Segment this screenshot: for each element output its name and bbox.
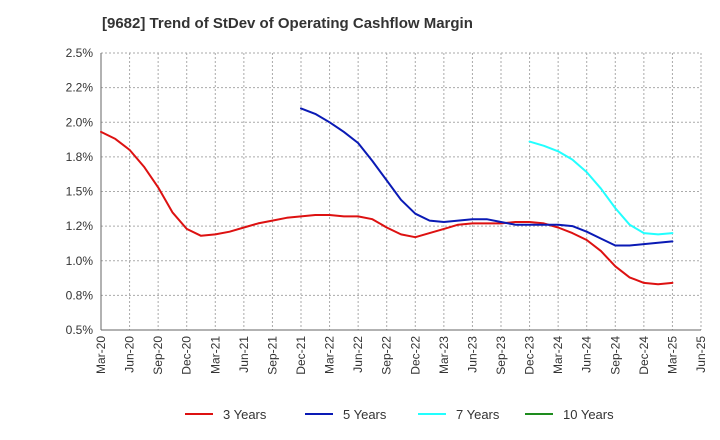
x-tick-label: Sep-21 [265,336,279,375]
x-tick-label: Mar-20 [94,336,108,374]
series-line-3-years [100,130,674,286]
x-tick-label: Sep-24 [608,336,622,375]
x-tick-label: Jun-21 [237,336,251,373]
legend-label-7-years: 7 Years [456,407,500,422]
y-tick-label: 0.5% [66,323,94,337]
series-layer [100,107,674,286]
y-tick-label: 0.8% [66,288,94,302]
x-tick-label: Dec-23 [523,336,537,375]
x-tick-label: Mar-21 [208,336,222,374]
series-line-5-years [300,107,674,247]
y-tick-label: 2.0% [66,115,94,129]
x-tick-label: Mar-23 [437,336,451,374]
y-tick-label: 1.2% [66,219,94,233]
x-tick-label: Dec-22 [408,336,422,375]
legend-label-3-years: 3 Years [223,407,267,422]
x-tick-label: Sep-23 [494,336,508,375]
grid-layer [100,52,702,331]
y-tick-label: 2.5% [66,46,94,60]
legend: 3 Years 5 Years 7 Years 10 Years [185,407,614,422]
x-tick-label: Jun-20 [123,336,137,373]
x-tick-label: Jun-22 [351,336,365,373]
series-line-7-years [528,140,674,236]
x-tick-label: Mar-22 [323,336,337,374]
y-tick-label: 1.8% [66,150,94,164]
x-tick-label: Dec-20 [180,336,194,375]
legend-label-5-years: 5 Years [343,407,387,422]
y-tick-label: 1.5% [66,185,94,199]
x-tick-label: Dec-24 [637,336,651,375]
axis-layer: 0.5% 0.8% 1.0% 1.2% 1.5% 1.8% 2.0% 2.2% 2.5% Mar-… [66,46,708,375]
x-tick-label: Mar-24 [551,336,565,374]
legend-label-10-years: 10 Years [563,407,614,422]
y-tick-label: 2.2% [66,81,94,95]
x-tick-label: Sep-22 [380,336,394,375]
x-tick-label: Jun-23 [465,336,479,373]
x-tick-label: Mar-25 [665,336,679,374]
y-tick-label: 1.0% [66,254,94,268]
x-tick-label: Jun-24 [580,336,594,373]
x-tick-label: Jun-25 [694,336,708,373]
x-tick-label: Sep-20 [151,336,165,375]
chart-title: [9682] Trend of StDev of Operating Cashf… [102,15,473,32]
x-tick-label: Dec-21 [294,336,308,375]
